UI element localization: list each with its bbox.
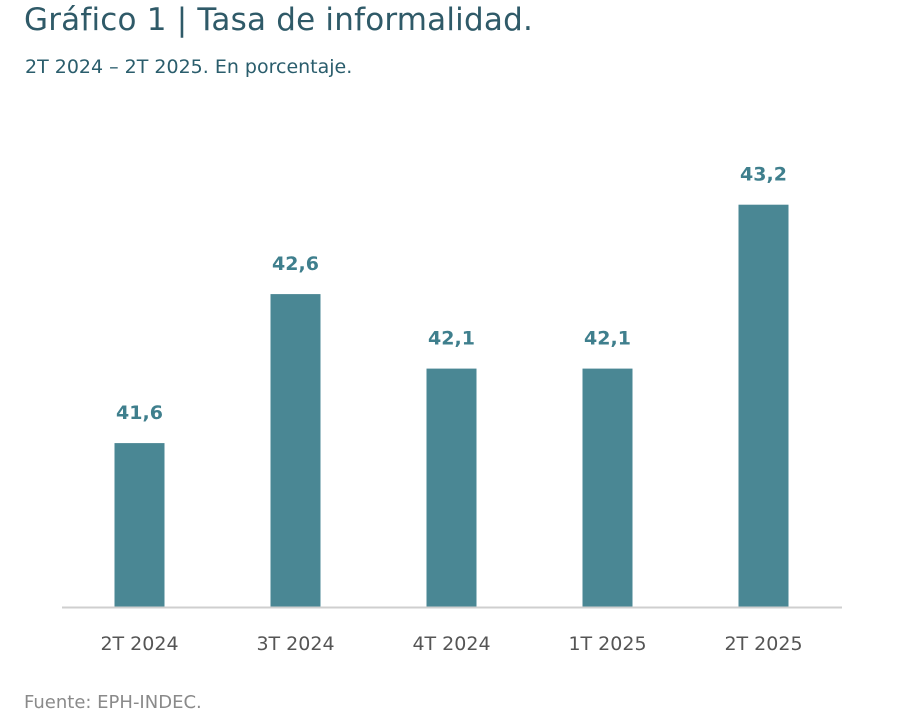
chart-title: Gráfico 1 | Tasa de informalidad. <box>24 2 534 38</box>
x-tick-label: 2T 2024 <box>100 633 178 655</box>
x-tick-label: 2T 2025 <box>724 633 802 655</box>
chart-subtitle: 2T 2024 – 2T 2025. En porcentaje. <box>25 56 353 78</box>
data-label: 41,6 <box>116 402 163 424</box>
data-label: 43,2 <box>740 164 787 186</box>
x-tick-label: 1T 2025 <box>568 633 646 655</box>
data-label: 42,1 <box>428 328 475 350</box>
data-label: 42,6 <box>272 253 319 275</box>
bar <box>426 368 477 607</box>
bar <box>738 204 789 607</box>
bar <box>114 443 165 607</box>
source-note: Fuente: EPH-INDEC. <box>24 692 202 713</box>
x-tick-label: 4T 2024 <box>412 633 490 655</box>
x-tick-label: 3T 2024 <box>256 633 334 655</box>
bar <box>582 368 633 607</box>
bar <box>270 294 321 607</box>
data-label: 42,1 <box>584 328 631 350</box>
